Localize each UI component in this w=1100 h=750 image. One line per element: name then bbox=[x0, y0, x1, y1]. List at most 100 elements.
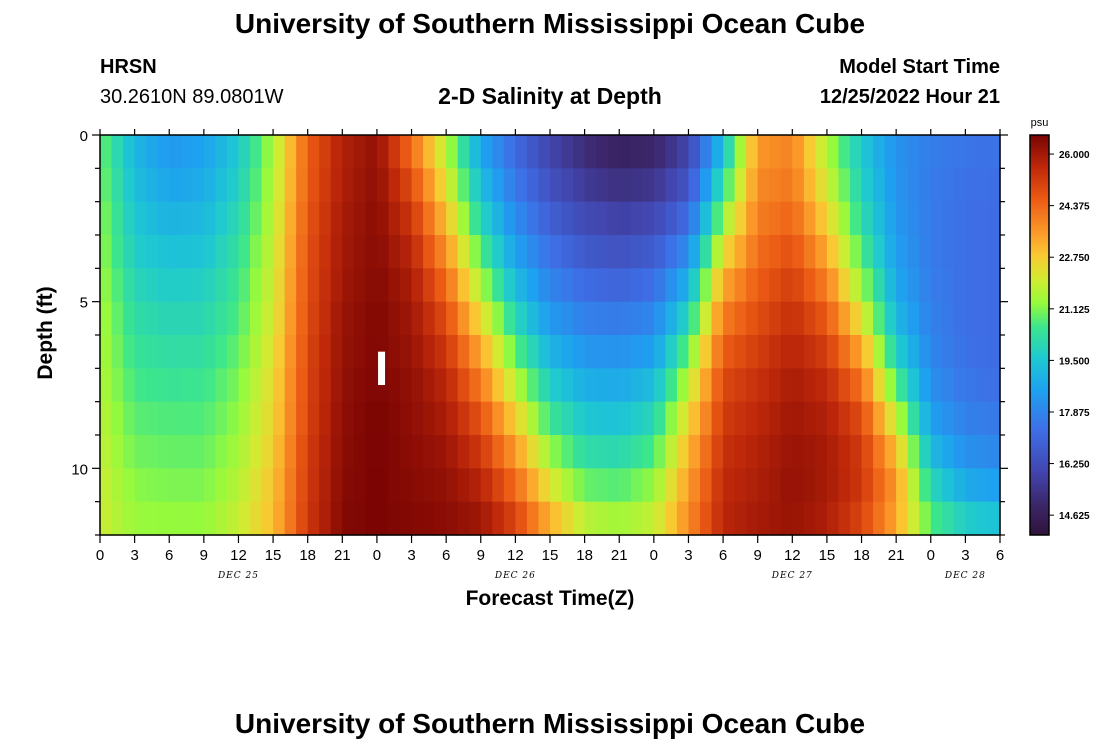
heatmap-cell bbox=[550, 235, 563, 269]
x-tick-label: 15 bbox=[265, 547, 282, 564]
heatmap-cell bbox=[919, 201, 932, 236]
heatmap-cell bbox=[942, 168, 955, 203]
heatmap-cell bbox=[250, 235, 263, 269]
heatmap-cell bbox=[446, 301, 459, 336]
heatmap-cell bbox=[711, 401, 724, 436]
heatmap-cell bbox=[238, 301, 251, 336]
heatmap-cell bbox=[988, 301, 1001, 336]
heatmap-cell bbox=[734, 235, 747, 269]
heatmap-cell bbox=[607, 168, 620, 203]
heatmap-cell bbox=[965, 468, 978, 503]
heatmap-cell bbox=[123, 335, 136, 369]
heatmap-cell bbox=[630, 501, 643, 536]
heatmap-cell bbox=[584, 368, 597, 403]
heatmap-cell bbox=[757, 201, 770, 236]
x-tick-label: 15 bbox=[819, 547, 836, 564]
heatmap-cell bbox=[273, 301, 286, 336]
heatmap-cell bbox=[573, 135, 586, 169]
heatmap-cell bbox=[538, 468, 551, 503]
heatmap-cell bbox=[619, 268, 632, 303]
heatmap-cell bbox=[203, 435, 216, 469]
heatmap-cell bbox=[826, 168, 840, 203]
heatmap-cell bbox=[423, 135, 436, 169]
heatmap-cell bbox=[203, 335, 216, 369]
heatmap-cell bbox=[676, 368, 690, 403]
heatmap-cell bbox=[976, 401, 990, 436]
heatmap-cell bbox=[573, 435, 586, 469]
heatmap-cell bbox=[192, 401, 205, 436]
heatmap-cell bbox=[469, 435, 482, 469]
heatmap-cell bbox=[146, 268, 159, 303]
heatmap-cell bbox=[492, 501, 505, 536]
heatmap-cell bbox=[446, 401, 459, 436]
colorbar: psu 26.000 24.375 22.750 21.125 19.500 17.875… bbox=[1029, 117, 1090, 536]
heatmap-cell bbox=[250, 368, 263, 403]
heatmap-cell bbox=[746, 368, 759, 403]
heatmap-cell bbox=[734, 301, 747, 336]
heatmap-cell bbox=[180, 135, 193, 169]
heatmap-cell bbox=[100, 501, 113, 536]
heatmap-cell bbox=[388, 168, 401, 203]
heatmap-cell bbox=[423, 201, 436, 236]
heatmap-cell bbox=[123, 168, 136, 203]
heatmap-cell bbox=[561, 468, 574, 503]
heatmap-cell bbox=[365, 468, 378, 503]
heatmap-cell bbox=[919, 268, 932, 303]
heatmap-cell bbox=[215, 368, 228, 403]
heatmap-cell bbox=[676, 501, 690, 536]
heatmap-cell bbox=[538, 235, 551, 269]
model-start-time: 12/25/2022 Hour 21 bbox=[819, 86, 1000, 108]
heatmap-cell bbox=[146, 468, 159, 503]
heatmap-cell bbox=[896, 268, 909, 303]
x-tick-label: 18 bbox=[576, 547, 593, 564]
heatmap-cell bbox=[607, 401, 620, 436]
heatmap-cell bbox=[665, 168, 678, 203]
x-tick-label: 18 bbox=[299, 547, 316, 564]
heatmap-cell bbox=[342, 335, 355, 369]
heatmap-cell bbox=[215, 268, 228, 303]
heatmap-cell bbox=[319, 235, 332, 269]
heatmap-cell bbox=[630, 368, 643, 403]
heatmap-cell bbox=[492, 301, 505, 336]
heatmap-cell bbox=[157, 201, 170, 236]
heatmap-cell bbox=[353, 501, 366, 536]
heatmap-cell bbox=[515, 335, 528, 369]
heatmap-cell bbox=[169, 335, 182, 369]
heatmap-cell bbox=[711, 268, 724, 303]
heatmap-cell bbox=[526, 435, 540, 469]
heatmap-cell bbox=[353, 201, 366, 236]
heatmap-cell bbox=[376, 201, 390, 236]
colorbar-scale bbox=[1029, 134, 1050, 536]
heatmap-cell bbox=[250, 135, 263, 169]
heatmap-cell bbox=[815, 135, 828, 169]
heatmap-cell bbox=[169, 501, 182, 536]
heatmap-cell bbox=[907, 168, 920, 203]
heatmap-cell bbox=[342, 468, 355, 503]
heatmap-cell bbox=[261, 301, 274, 336]
salinity-chart: 0 3 6 9 12 15 18 21 0 3 6 9 12 15 18 21 0 3 6 9 12 15 18 21 0 3 6D… bbox=[34, 117, 1090, 610]
heatmap-cell bbox=[930, 468, 943, 503]
heatmap-cell bbox=[296, 268, 309, 303]
heatmap-cell bbox=[711, 368, 724, 403]
heatmap-cell bbox=[307, 435, 320, 469]
heatmap-cell bbox=[596, 401, 609, 436]
heatmap-cell bbox=[665, 435, 678, 469]
heatmap-cell bbox=[988, 168, 1001, 203]
heatmap-cell bbox=[492, 468, 505, 503]
heatmap-cell bbox=[896, 435, 909, 469]
heatmap-cell bbox=[192, 268, 205, 303]
heatmap-cell bbox=[388, 401, 401, 436]
heatmap-cell bbox=[330, 468, 343, 503]
heatmap-cell bbox=[930, 435, 943, 469]
heatmap-cell bbox=[642, 368, 655, 403]
heatmap-cell bbox=[515, 501, 528, 536]
heatmap-cell bbox=[596, 135, 609, 169]
heatmap-cell bbox=[273, 368, 286, 403]
heatmap-cell bbox=[907, 301, 920, 336]
heatmap-cell bbox=[665, 268, 678, 303]
heatmap-cell bbox=[250, 501, 263, 536]
x-tick-label: 3 bbox=[684, 547, 692, 564]
heatmap-cell bbox=[250, 401, 263, 436]
heatmap-cell bbox=[642, 401, 655, 436]
heatmap-cell bbox=[434, 401, 447, 436]
